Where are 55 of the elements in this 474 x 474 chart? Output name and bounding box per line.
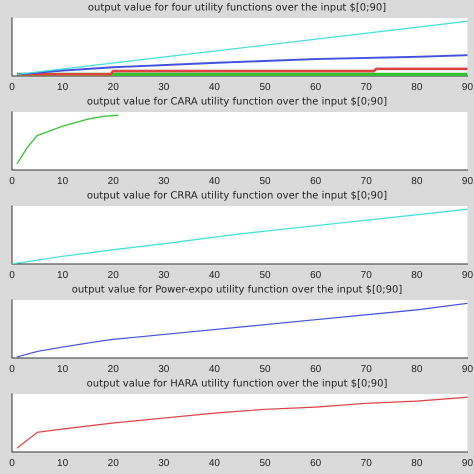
- x-tick-label: 0: [9, 176, 16, 187]
- x-tick-label: 70: [360, 270, 372, 281]
- chart-title: output value for HARA utility function over the input $[0;90]: [86, 378, 388, 390]
- x-tick-label: 40: [208, 82, 220, 93]
- x-tick-label: 0: [9, 364, 16, 375]
- x-tick-label: 80: [411, 458, 423, 469]
- x-tick-label: 0: [9, 270, 16, 281]
- x-tick-label: 80: [411, 270, 423, 281]
- x-tick-label: 20: [108, 364, 120, 375]
- x-tick-label: 70: [360, 364, 372, 375]
- x-tick-label: 20: [108, 458, 120, 469]
- x-tick-label: 40: [208, 270, 220, 281]
- chart-title: output value for four utility functions over the input $[0;90]: [88, 2, 386, 14]
- x-tick-label: 20: [108, 270, 120, 281]
- x-tick-label: 50: [259, 270, 272, 281]
- x-tick-label: 10: [57, 176, 69, 187]
- x-tick-label: 60: [310, 82, 322, 93]
- x-tick-label: 10: [57, 270, 69, 281]
- x-tick-label: 0: [9, 82, 16, 93]
- x-tick-label: 90: [462, 364, 474, 375]
- x-tick-label: 50: [259, 458, 272, 469]
- x-tick-label: 50: [259, 176, 272, 187]
- x-tick-label: 30: [158, 458, 170, 469]
- x-tick-label: 60: [310, 270, 322, 281]
- x-tick-label: 20: [108, 82, 120, 93]
- x-tick-label: 30: [158, 364, 170, 375]
- x-tick-label: 10: [57, 82, 69, 93]
- x-tick-label: 60: [310, 176, 322, 187]
- x-tick-label: 60: [310, 458, 322, 469]
- x-tick-label: 60: [310, 364, 322, 375]
- x-tick-label: 40: [208, 364, 220, 375]
- x-tick-label: 90: [462, 176, 474, 187]
- x-tick-label: 30: [158, 176, 170, 187]
- chart-title: output value for CRRA utility function over the input $[0;90]: [86, 190, 388, 202]
- x-tick-label: 40: [208, 458, 220, 469]
- x-tick-label: 90: [462, 82, 474, 93]
- x-tick-label: 90: [462, 270, 474, 281]
- x-tick-label: 70: [360, 458, 372, 469]
- x-tick-label: 50: [259, 364, 272, 375]
- x-tick-label: 0: [9, 458, 16, 469]
- x-tick-label: 80: [411, 176, 423, 187]
- x-tick-label: 20: [108, 176, 120, 187]
- x-tick-label: 70: [360, 82, 372, 93]
- x-tick-label: 80: [411, 364, 423, 375]
- x-tick-label: 10: [57, 364, 69, 375]
- x-tick-label: 50: [259, 82, 272, 93]
- x-tick-label: 30: [158, 270, 170, 281]
- x-tick-label: 80: [411, 82, 423, 93]
- x-tick-label: 30: [158, 82, 170, 93]
- x-tick-label: 90: [462, 458, 474, 469]
- x-tick-label: 40: [208, 176, 220, 187]
- x-tick-label: 10: [57, 458, 69, 469]
- x-tick-label: 70: [360, 176, 372, 187]
- chart-title: output value for CARA utility function over the input $[0;90]: [86, 96, 388, 108]
- chart-title: output value for Power-expo utility function over the input $[0;90]: [72, 284, 402, 296]
